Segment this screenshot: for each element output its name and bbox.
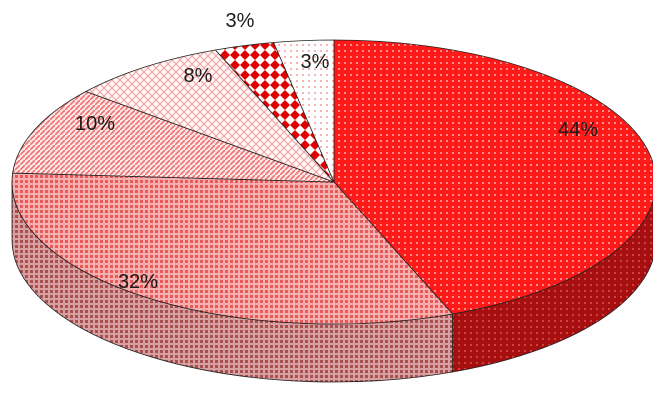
pie-slice-5	[273, 39, 335, 183]
pie-slice-1	[11, 172, 454, 325]
pie-slice-0	[333, 39, 653, 315]
slice-label-5: 3%	[301, 51, 330, 73]
pie-slice-3	[84, 49, 335, 183]
slice-label-4: 3%	[226, 10, 255, 32]
slice-label-2: 10%	[75, 113, 115, 135]
pie-slices	[11, 39, 653, 325]
pie-slice-2	[12, 91, 335, 183]
slice-label-3: 8%	[184, 65, 213, 87]
slice-label-1: 32%	[118, 271, 158, 293]
pie-labels: 44% 32% 10% 8% 3% 3%	[75, 10, 598, 293]
slice-label-0: 44%	[558, 119, 598, 141]
